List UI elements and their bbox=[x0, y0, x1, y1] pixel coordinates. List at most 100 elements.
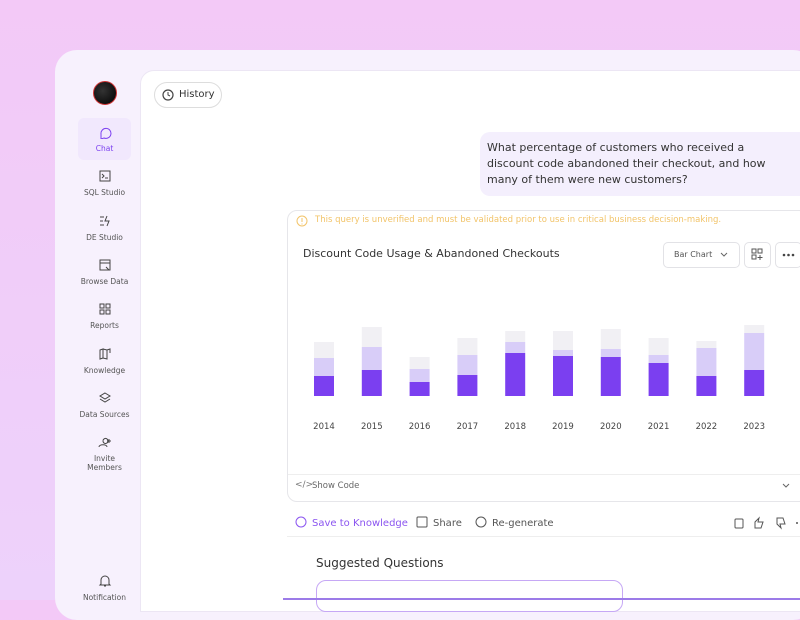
show-code-label: Show Code bbox=[312, 481, 360, 491]
nav-item[interactable]: Chat bbox=[78, 118, 131, 160]
bar-segment bbox=[553, 350, 573, 356]
bar-segment bbox=[600, 329, 621, 349]
bar-segment bbox=[457, 338, 478, 355]
nav-item[interactable]: Knowledge bbox=[78, 340, 131, 382]
action-label: Re-generate bbox=[492, 518, 554, 529]
warning-icon bbox=[296, 215, 308, 227]
bar-segment bbox=[409, 369, 430, 382]
x-tick-label: 2023 bbox=[743, 422, 765, 432]
x-tick-label: 2022 bbox=[696, 422, 718, 432]
more-button[interactable] bbox=[775, 242, 800, 268]
action-icon bbox=[295, 516, 307, 528]
suggestion-chip[interactable] bbox=[316, 580, 623, 612]
action-label: Save to Knowledge bbox=[312, 518, 408, 529]
bar-segment bbox=[696, 376, 717, 396]
chart-type-select[interactable]: Bar Chart bbox=[663, 242, 740, 268]
icon-path bbox=[99, 259, 110, 271]
chevron bbox=[720, 252, 728, 257]
bar-segment bbox=[696, 341, 717, 348]
nav-item[interactable]: Notification bbox=[78, 574, 131, 602]
bar-segment bbox=[314, 342, 334, 358]
nav-icon bbox=[99, 347, 110, 360]
action-button[interactable]: Save to Knowledge bbox=[295, 516, 408, 529]
action-button[interactable]: Re-generate bbox=[475, 516, 554, 529]
history-button[interactable]: History bbox=[154, 82, 222, 108]
bar-segment bbox=[744, 333, 765, 370]
nav-label: Knowledge bbox=[83, 365, 126, 375]
bar-segment bbox=[409, 357, 430, 369]
bar-segment bbox=[457, 375, 478, 396]
bar-segment bbox=[553, 331, 573, 350]
action-icon bbox=[475, 516, 487, 528]
history-icon bbox=[162, 89, 174, 101]
show-code-row[interactable]: </> Show Code bbox=[288, 474, 800, 499]
icon-path bbox=[98, 438, 111, 448]
bar-segment bbox=[505, 342, 526, 353]
bar-segment bbox=[314, 358, 334, 376]
user-message: What percentage of customers who receive… bbox=[480, 132, 800, 196]
nav-label: DE Studio bbox=[86, 232, 123, 242]
x-tick-label: 2020 bbox=[600, 422, 622, 432]
nav-icon bbox=[99, 127, 111, 139]
icon-shape bbox=[416, 516, 428, 528]
nav-icon bbox=[99, 215, 110, 226]
x-tick-label: 2021 bbox=[648, 422, 670, 432]
action-button[interactable]: Share bbox=[416, 516, 462, 529]
nav-label: Notification bbox=[82, 593, 127, 602]
bar-segment bbox=[744, 325, 765, 333]
bar-segment bbox=[553, 356, 573, 396]
bar-segment bbox=[314, 376, 334, 396]
nav-label: Invite Members bbox=[87, 454, 122, 473]
bar-segment bbox=[744, 370, 765, 396]
x-tick-label: 2016 bbox=[409, 422, 431, 432]
suggestions bbox=[287, 536, 800, 601]
bar-segment bbox=[600, 357, 621, 396]
nav-icon bbox=[98, 392, 111, 403]
bar-segment bbox=[600, 349, 621, 357]
icon-shape bbox=[295, 516, 307, 528]
bar-segment bbox=[505, 331, 526, 342]
bar-segment bbox=[505, 353, 526, 396]
nav-item[interactable]: Browse Data bbox=[78, 251, 131, 293]
bar-segment bbox=[361, 327, 382, 347]
bar-segment bbox=[648, 338, 669, 355]
nav-icon bbox=[98, 438, 111, 448]
icon-path bbox=[99, 170, 110, 182]
icon-path bbox=[99, 127, 111, 139]
x-tick-label: 2017 bbox=[457, 422, 479, 432]
nav-label: Browse Data bbox=[80, 276, 129, 286]
bar-segment bbox=[361, 370, 382, 396]
nav-icon bbox=[99, 259, 110, 271]
nav-item[interactable]: Invite Members bbox=[78, 428, 131, 473]
bar-segment bbox=[457, 355, 478, 375]
nav-label: Chat bbox=[95, 144, 114, 153]
suggested-title: Suggested Questions bbox=[316, 556, 444, 570]
nav-item[interactable]: Data Sources bbox=[78, 384, 131, 426]
icon-path bbox=[99, 347, 110, 360]
feedback-icons[interactable] bbox=[733, 516, 800, 530]
x-tick-label: 2014 bbox=[313, 422, 335, 432]
bar-segment bbox=[696, 348, 717, 376]
bar-segment bbox=[648, 355, 669, 363]
nav-icon bbox=[98, 575, 111, 587]
x-tick-label: 2019 bbox=[552, 422, 574, 432]
x-tick-label: 2015 bbox=[361, 422, 383, 432]
icon-path bbox=[98, 575, 111, 587]
nav-label: Data Sources bbox=[79, 409, 130, 419]
nav-item[interactable]: DE Studio bbox=[78, 207, 131, 249]
add-widget-button[interactable] bbox=[744, 242, 771, 268]
warning-text: This query is unverified and must be val… bbox=[315, 215, 722, 225]
bar-segment bbox=[361, 347, 382, 370]
icon-path bbox=[99, 303, 110, 315]
nav-item[interactable]: SQL Studio bbox=[78, 162, 131, 204]
avatar[interactable] bbox=[93, 81, 117, 105]
nav-item[interactable]: Reports bbox=[78, 295, 131, 337]
action-label: Share bbox=[433, 518, 462, 529]
scroll-indicator bbox=[283, 598, 800, 600]
select-label: Bar Chart bbox=[674, 250, 713, 259]
icon-shape bbox=[475, 516, 487, 528]
bar-segment bbox=[648, 363, 669, 396]
chart: 2014 2015 2016 2017 2018 2019 2020 2021 2022 2023 bbox=[313, 325, 765, 432]
icon-path bbox=[99, 215, 110, 226]
